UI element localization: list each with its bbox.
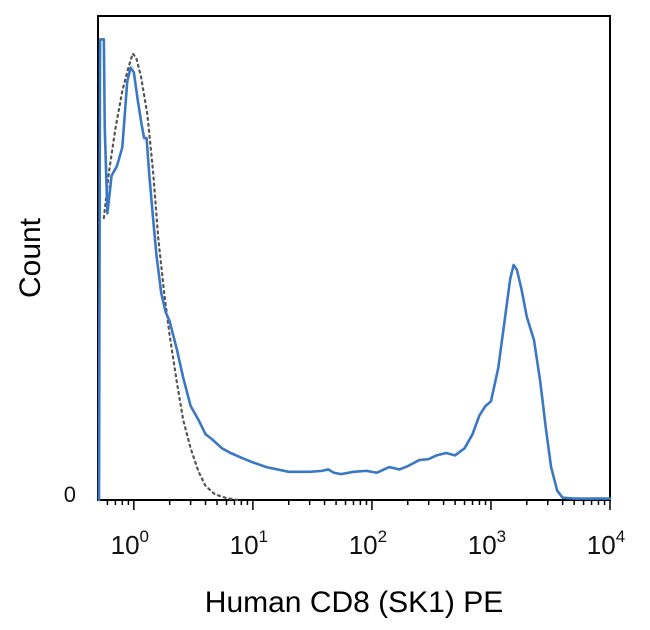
x-axis-ticks: 100 101 102 103 104 xyxy=(106,500,625,560)
x-tick-label-1: 101 xyxy=(230,527,268,560)
x-tick-label-2: 102 xyxy=(349,527,387,560)
plot-frame xyxy=(97,15,611,501)
x-tick-exponent: 1 xyxy=(259,527,268,546)
x-tick-exponent: 3 xyxy=(497,527,506,546)
x-tick-exponent: 2 xyxy=(378,527,387,546)
isotype-control-line xyxy=(102,52,240,502)
x-tick-label-3: 103 xyxy=(468,527,506,560)
x-tick-base: 10 xyxy=(349,530,378,560)
x-tick-exponent: 4 xyxy=(616,527,625,546)
x-axis-title: Human CD8 (SK1) PE xyxy=(205,586,503,619)
x-tick-label-4: 104 xyxy=(587,527,625,560)
x-tick-base: 10 xyxy=(587,530,616,560)
x-tick-base: 10 xyxy=(468,530,497,560)
y-axis-title: Count xyxy=(14,217,47,298)
x-tick-label-0: 100 xyxy=(111,527,149,560)
series-layer xyxy=(97,38,612,502)
x-tick-base: 10 xyxy=(111,530,140,560)
y-axis-ticks: 0 xyxy=(64,482,76,507)
x-tick-exponent: 0 xyxy=(140,527,149,546)
y-tick-label-0: 0 xyxy=(64,482,76,507)
x-tick-base: 10 xyxy=(230,530,259,560)
cd8-stained-line xyxy=(97,38,612,502)
